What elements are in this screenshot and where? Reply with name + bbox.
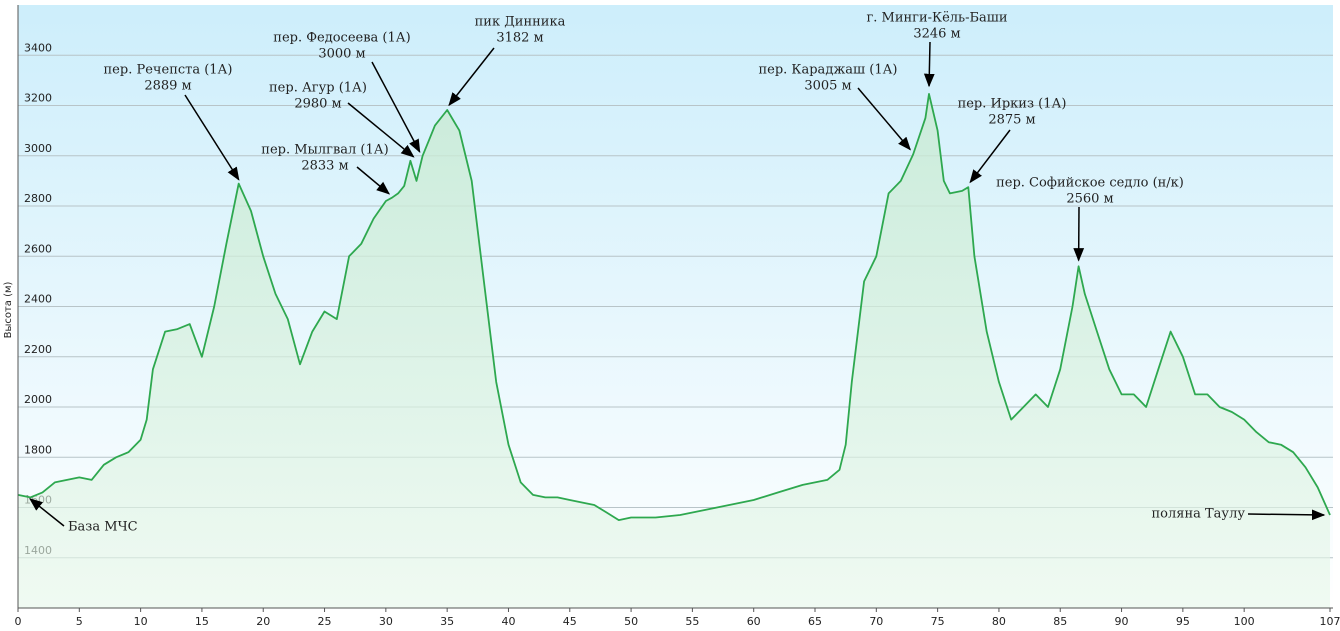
annotation-text: пер. Мылгвал (1А): [261, 143, 388, 158]
annotation-arrow: [969, 129, 1011, 184]
y-tick-label: 3000: [24, 142, 52, 155]
x-tick-label: 40: [501, 615, 515, 628]
x-tick-label: 65: [808, 615, 822, 628]
annotation-text: 3182 м: [496, 31, 543, 46]
y-tick-label: 2200: [24, 343, 52, 356]
annotation-arrow: [857, 87, 911, 151]
annotation-text: 3246 м: [913, 27, 960, 42]
annotation-text: пер. Софийское седло (н/к): [996, 176, 1184, 191]
x-tick-label: 50: [624, 615, 638, 628]
x-tick-label: 90: [1115, 615, 1129, 628]
x-tick-label: 55: [685, 615, 699, 628]
x-tick-label: 60: [747, 615, 761, 628]
annotation-arrow: [448, 47, 495, 107]
x-tick-label: 85: [1053, 615, 1067, 628]
area: [18, 93, 1330, 608]
annotation-arrow: [356, 166, 391, 195]
annotation-arrow: [923, 41, 935, 88]
annotation-text: пер. Иркиз (1А): [958, 97, 1067, 112]
annotation-text: пер. Федосеева (1А): [273, 31, 410, 46]
annotation-text: пик Динника: [475, 15, 566, 30]
annotation-text: г. Минги-Кёль-Баши: [866, 11, 1007, 26]
annotation-arrow: [347, 102, 415, 158]
x-tick-label: 20: [256, 615, 270, 628]
annotation-text: пер. Агур (1А): [269, 81, 367, 96]
y-tick-label: 2000: [24, 393, 52, 406]
annotation-arrow: [184, 94, 240, 181]
x-tick-label: 5: [76, 615, 83, 628]
x-tick-label: 45: [563, 615, 577, 628]
x-tick-label: 25: [318, 615, 332, 628]
annotation-arrow: [371, 61, 421, 153]
y-tick-label: 2800: [24, 192, 52, 205]
x-tick-label: 95: [1176, 615, 1190, 628]
x-tick-label: 100: [1234, 615, 1255, 628]
annotation-text: 3000 м: [318, 47, 365, 62]
x-tick-label: 80: [992, 615, 1006, 628]
x-tick-label: 15: [195, 615, 209, 628]
annotation-text: База МЧС: [68, 520, 138, 535]
annotation-text: поляна Таулу: [1152, 507, 1246, 522]
y-axis-label: Высота (м): [3, 281, 14, 338]
x-tick-label: 75: [931, 615, 945, 628]
x-tick-label: 30: [379, 615, 393, 628]
y-tick-label: 3200: [24, 92, 52, 105]
x-tick-label: 107: [1320, 615, 1340, 628]
y-tick-label: 3400: [24, 41, 52, 54]
annotation-text: 2875 м: [988, 113, 1035, 128]
y-tick-label: 2600: [24, 242, 52, 255]
annotation-arrow: [1247, 509, 1326, 521]
annotation-text: 2889 м: [144, 79, 191, 94]
annotation-text: 2560 м: [1066, 192, 1113, 207]
annotation-text: пер. Речепста (1А): [104, 63, 233, 78]
annotation-text: 2980 м: [294, 97, 341, 112]
x-tick-label: 10: [134, 615, 148, 628]
annotation-text: пер. Караджаш (1А): [758, 63, 897, 78]
x-tick-label: 70: [869, 615, 883, 628]
x-tick-label: 35: [440, 615, 454, 628]
y-tick-label: 1800: [24, 443, 52, 456]
annotation-text: 3005 м: [804, 79, 851, 94]
annotation-arrow: [29, 498, 65, 527]
elevation-line: [17, 93, 1331, 521]
y-tick-label: 2400: [24, 293, 52, 306]
annotation-text: 2833 м: [301, 159, 348, 174]
x-tick-label: 0: [15, 615, 22, 628]
